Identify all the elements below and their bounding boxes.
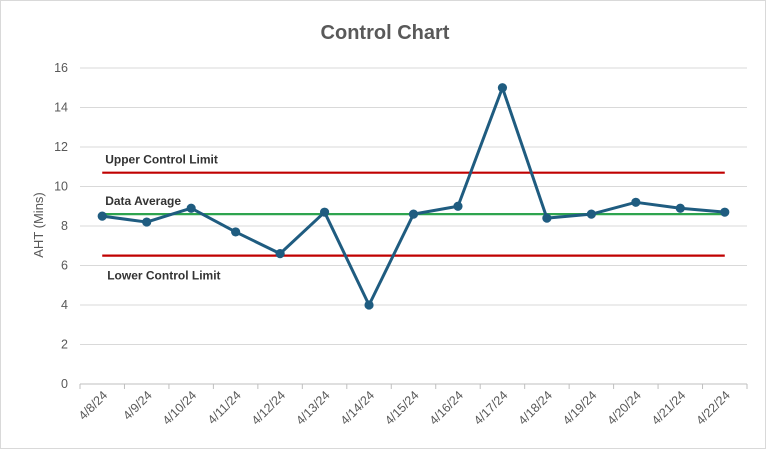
data-point	[453, 201, 463, 211]
data-point	[542, 213, 552, 223]
y-tick-label: 2	[61, 338, 68, 352]
y-tick-label: 0	[61, 377, 68, 391]
x-tick-label: 4/17/24	[471, 388, 510, 427]
x-tick-label: 4/11/24	[205, 388, 244, 427]
data-point	[97, 211, 107, 221]
y-tick-label: 4	[61, 298, 68, 312]
data-point	[675, 203, 685, 213]
data-point	[186, 203, 196, 213]
y-axis-label: AHT (Mins)	[31, 192, 46, 257]
data-point	[586, 209, 596, 219]
data-point	[142, 217, 152, 227]
y-tick-label: 6	[61, 259, 68, 273]
reference-line-label: Data Average	[105, 194, 181, 208]
x-tick-label: 4/9/24	[120, 388, 155, 423]
gridlines	[79, 67, 748, 389]
x-tick-label: 4/18/24	[516, 388, 555, 427]
data-point	[497, 83, 508, 93]
x-tick-label: 4/15/24	[382, 388, 421, 427]
x-tick-label: 4/12/24	[249, 388, 288, 427]
x-tick-label: 4/20/24	[605, 388, 644, 427]
y-tick-labels: 0 2 4 6 8 10 12 14 16	[54, 61, 68, 391]
series-aht	[97, 83, 730, 310]
x-tick-label: 4/8/24	[76, 388, 111, 423]
reference-line-label: Lower Control Limit	[107, 269, 220, 283]
y-tick-label: 16	[54, 61, 68, 75]
y-tick-label: 12	[54, 140, 68, 154]
x-tick-label: 4/14/24	[338, 388, 377, 427]
data-point	[275, 249, 285, 259]
data-point	[720, 207, 730, 217]
x-tick-label: 4/21/24	[649, 388, 688, 427]
y-tick-label: 10	[54, 180, 68, 194]
reference-lines: Upper Control Limit Data Average Lower Con…	[102, 153, 725, 283]
x-tick-label: 4/10/24	[160, 388, 199, 427]
x-tick-label: 4/13/24	[293, 388, 332, 427]
x-tick-label: 4/19/24	[560, 388, 599, 427]
data-point	[231, 227, 241, 237]
y-tick-label: 8	[61, 219, 68, 233]
x-tick-label: 4/22/24	[693, 388, 732, 427]
data-point	[408, 209, 419, 219]
x-tick-label: 4/16/24	[427, 388, 466, 427]
chart-title: Control Chart	[321, 22, 450, 44]
x-tick-labels: 4/8/24 4/9/24 4/10/24 4/11/24 4/12/24 4/13/24…	[76, 388, 733, 427]
data-point	[364, 300, 374, 310]
y-tick-label: 14	[54, 101, 68, 115]
data-point	[631, 197, 641, 207]
reference-line-label: Upper Control Limit	[105, 153, 218, 167]
data-point	[319, 207, 330, 217]
